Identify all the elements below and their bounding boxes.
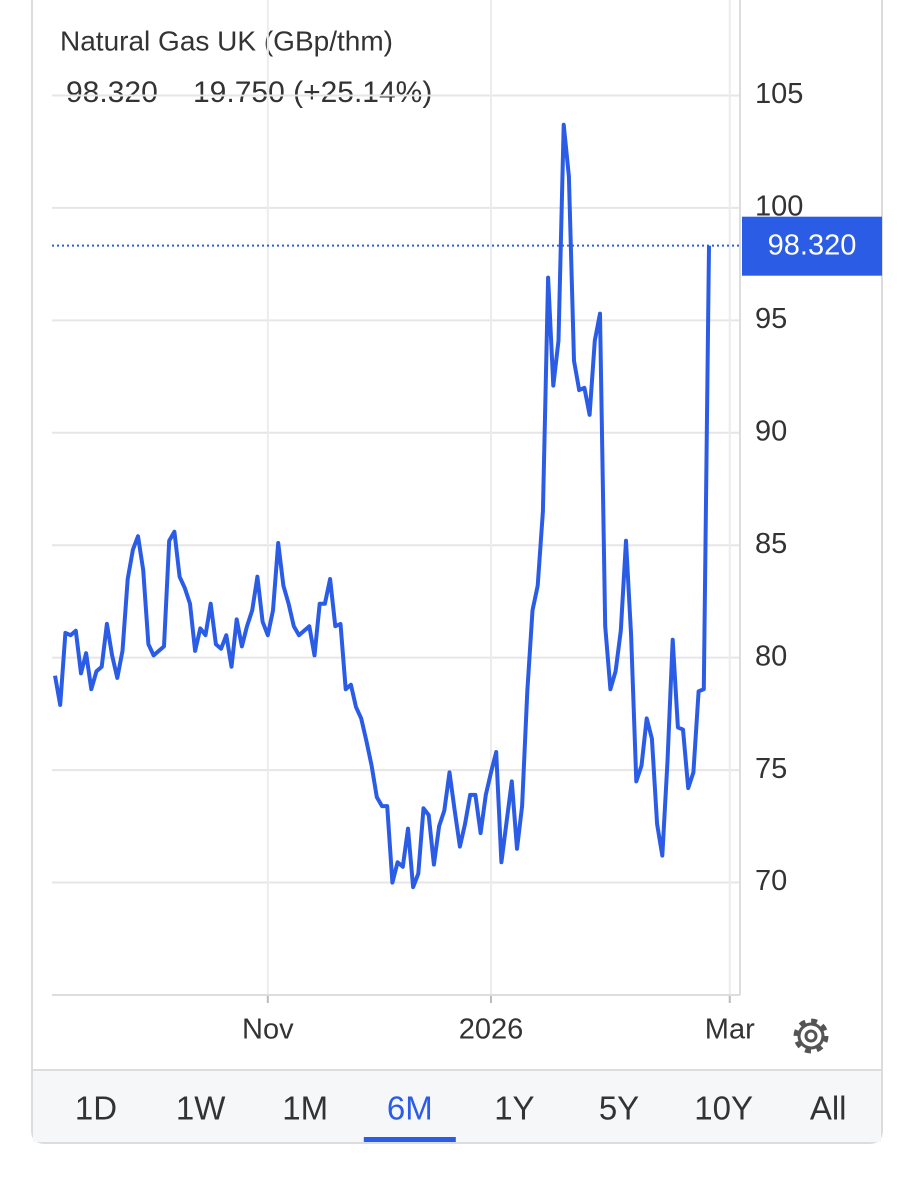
y-tick-label: 95 [755, 303, 787, 335]
range-button-label: 1W [176, 1090, 226, 1127]
gear-ring [797, 1022, 825, 1050]
range-button[interactable]: 5Y [599, 1090, 639, 1127]
price: 98.320 [66, 76, 158, 109]
y-tick-label: 80 [755, 640, 787, 672]
card-border [31, 0, 883, 1144]
range-button-label: 6M [387, 1090, 433, 1127]
change: 19.750 (+25.14%) [193, 76, 432, 109]
y-tick-label: 85 [755, 528, 787, 560]
selected-underline [363, 1137, 456, 1142]
y-tick-label: 90 [755, 415, 787, 447]
gear-hub [804, 1029, 818, 1043]
range-button-label: All [810, 1090, 847, 1127]
range-button-label: 1M [282, 1090, 328, 1127]
last-price-box [742, 216, 882, 276]
range-button-label: 1D [75, 1090, 117, 1127]
range-button[interactable]: 1Y [494, 1090, 534, 1127]
x-tick-label: 2026 [459, 1014, 524, 1046]
x-tick-label: Mar [705, 1014, 755, 1046]
range-button[interactable]: All [810, 1090, 847, 1127]
range-button[interactable]: 1W [176, 1090, 226, 1127]
x-tick-label: Nov [242, 1014, 294, 1046]
range-bar [33, 1070, 881, 1142]
range-button[interactable]: 1M [282, 1090, 328, 1127]
gear-teeth [793, 1018, 829, 1054]
settings-icon[interactable] [793, 1018, 829, 1054]
range-button-label: 5Y [599, 1090, 639, 1127]
range-button-label: 10Y [694, 1090, 753, 1127]
y-tick-label: 105 [755, 78, 803, 110]
range-button[interactable]: 1D [75, 1090, 117, 1127]
y-tick-label: 70 [755, 865, 787, 897]
range-button[interactable]: 10Y [694, 1090, 753, 1127]
last-price-label: 98.320 [768, 229, 857, 261]
y-tick-label: 75 [755, 753, 787, 785]
chart-title: Natural Gas UK (GBp/thm) [60, 25, 393, 56]
range-button[interactable]: 6M [363, 1090, 456, 1142]
price-line [53, 122, 711, 890]
range-button-label: 1Y [494, 1090, 534, 1127]
